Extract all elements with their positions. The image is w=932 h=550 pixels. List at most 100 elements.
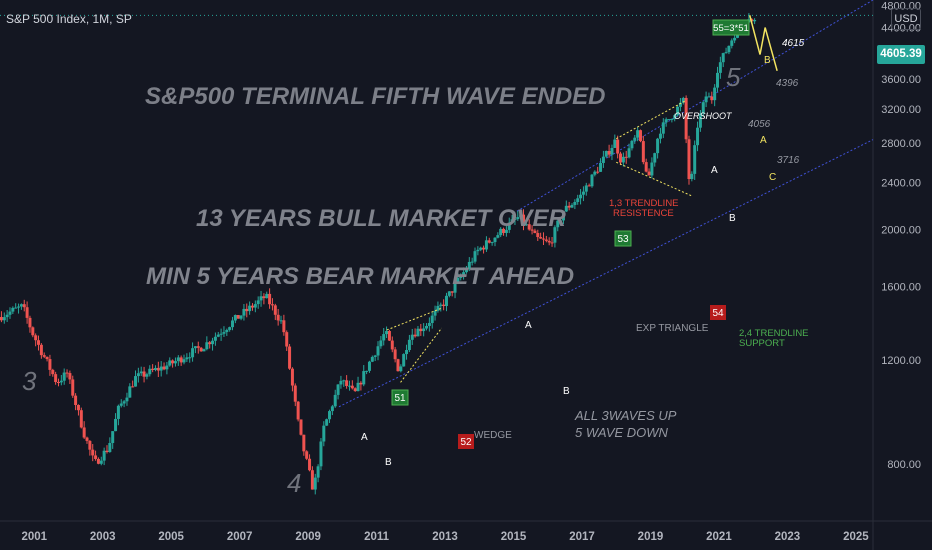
box-55-bg <box>712 19 750 36</box>
time-axis: 2001 2003 2005 2007 2009 2011 2013 2015 2017 2019… <box>21 531 869 543</box>
candle-body <box>0 317 3 321</box>
candle-body <box>561 211 565 221</box>
currency-button[interactable]: USD <box>891 8 921 30</box>
candle-body <box>347 385 351 387</box>
candle-body <box>350 385 354 389</box>
candle-body <box>687 139 691 180</box>
candle-body <box>145 374 149 377</box>
candle-body <box>325 419 329 426</box>
candle-body <box>11 307 15 312</box>
time-tick-label: 2021 <box>706 531 732 543</box>
candle-body <box>319 441 323 467</box>
candle-body <box>365 370 369 372</box>
wave-A-2011: A <box>361 432 368 443</box>
candle-body <box>102 450 106 461</box>
candle-body <box>599 162 603 172</box>
candle-body <box>519 214 523 218</box>
candle-body <box>661 122 665 134</box>
candle-body <box>134 376 138 387</box>
candle-body <box>322 425 326 442</box>
box-53-bg <box>614 230 632 247</box>
symbol-header[interactable]: S&P 500 Index, 1M, SP <box>6 12 132 26</box>
candle-body <box>259 296 263 301</box>
candle-body <box>473 251 477 262</box>
candle-body <box>153 367 157 370</box>
candle-body <box>37 340 41 345</box>
price-tick-label: 3200.00 <box>881 104 921 116</box>
candle-body <box>422 328 426 332</box>
patterns-layer <box>386 15 778 383</box>
candle-body <box>624 156 628 158</box>
candle-body <box>173 361 177 364</box>
candle-body <box>516 217 520 220</box>
candle-body <box>681 97 685 103</box>
candles-layer <box>0 13 757 495</box>
candle-body <box>581 191 585 195</box>
candle-body <box>462 272 466 277</box>
candle-body <box>182 359 186 363</box>
box-54-label: 54 <box>712 308 724 319</box>
candle-body <box>382 334 386 341</box>
candle-body <box>667 119 671 121</box>
price-tick-label: 1200.00 <box>881 355 921 367</box>
candle-body <box>228 327 232 330</box>
candle-body <box>310 470 314 490</box>
candle-body <box>205 342 209 350</box>
candle-body <box>31 327 35 336</box>
candle-body <box>239 315 243 319</box>
price-note-4615: 4615 <box>782 38 805 49</box>
proj-B-label: B <box>764 55 771 66</box>
candle-body <box>479 247 483 250</box>
candle-body <box>727 45 731 53</box>
candle-body <box>136 373 140 377</box>
candle-body <box>302 434 306 452</box>
candle-body <box>673 115 677 119</box>
candle-body <box>387 331 391 341</box>
candle-body <box>556 220 560 228</box>
candle-body <box>208 342 212 345</box>
candle-body <box>447 291 451 296</box>
candle-body <box>496 235 500 238</box>
candle-body <box>376 346 380 356</box>
candle-body <box>42 355 46 357</box>
candle-body <box>305 451 309 459</box>
candle-body <box>630 140 634 149</box>
candle-body <box>607 150 611 155</box>
overshoot-label: OVERSHOOT <box>674 111 733 121</box>
headline-text: S&P500 TERMINAL FIFTH WAVE ENDED <box>145 83 606 110</box>
triangle-lower-line <box>616 161 692 197</box>
price-tick-label: 800.00 <box>887 459 921 471</box>
candle-body <box>188 357 192 359</box>
box-51-bg <box>391 389 409 406</box>
candle-body <box>698 113 702 128</box>
candle-body <box>544 239 548 241</box>
candle-body <box>407 339 411 351</box>
candle-body <box>76 405 80 411</box>
candle-body <box>650 162 654 176</box>
candle-body <box>196 346 200 348</box>
candle-body <box>484 240 488 250</box>
candle-body <box>579 194 583 199</box>
time-tick-label: 2017 <box>569 531 595 543</box>
proj-C-label: C <box>769 172 776 183</box>
candle-body <box>402 354 406 367</box>
candle-body <box>14 307 18 309</box>
candle-body <box>399 366 403 372</box>
candle-body <box>199 347 203 352</box>
price-tick-label: 1600.00 <box>881 281 921 293</box>
time-tick-label: 2001 <box>21 531 47 543</box>
candle-body <box>405 350 409 355</box>
candle-body <box>231 320 235 328</box>
candle-body <box>96 458 100 464</box>
time-tick-label: 2023 <box>775 531 801 543</box>
candle-body <box>28 317 32 328</box>
candle-body <box>570 204 574 208</box>
candle-body <box>559 220 563 222</box>
price-tick-label: 2400.00 <box>881 178 921 190</box>
candle-body <box>493 237 497 243</box>
candle-body <box>48 359 52 370</box>
candle-body <box>522 214 526 225</box>
candle-body <box>142 371 146 377</box>
candle-body <box>633 137 637 141</box>
